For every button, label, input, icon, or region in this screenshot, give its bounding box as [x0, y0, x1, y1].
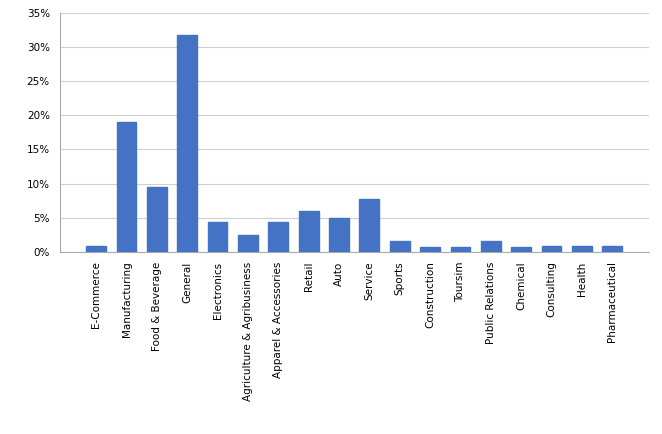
Bar: [208, 222, 228, 252]
Bar: [268, 222, 288, 252]
Bar: [451, 247, 470, 252]
Bar: [359, 199, 379, 252]
Bar: [238, 235, 258, 252]
Bar: [299, 211, 318, 252]
Bar: [86, 246, 106, 252]
Bar: [329, 217, 349, 252]
Bar: [147, 187, 167, 252]
Bar: [390, 241, 410, 252]
Bar: [117, 122, 136, 252]
Bar: [481, 241, 500, 252]
Bar: [177, 35, 197, 252]
Bar: [602, 246, 622, 252]
Bar: [572, 246, 592, 252]
Bar: [420, 247, 440, 252]
Bar: [542, 246, 561, 252]
Bar: [511, 247, 531, 252]
